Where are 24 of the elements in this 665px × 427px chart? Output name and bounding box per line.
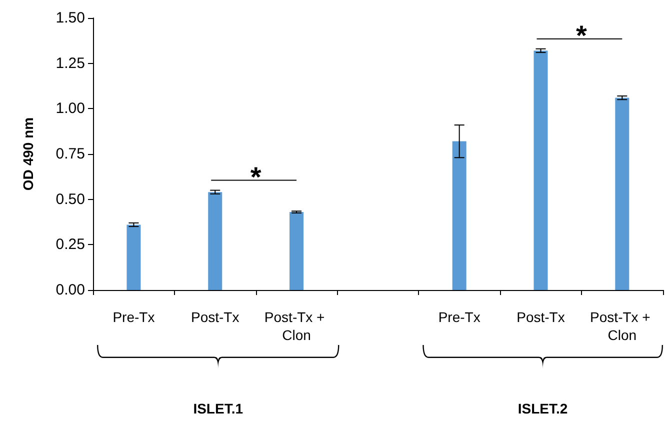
x-tick-label: Post-Tx [516,309,565,325]
text: ISLET.1 [193,400,244,417]
y-tick-label: 1.50 [56,10,85,26]
bar [534,50,548,290]
x-tick-label: Post-Tx + Clon [590,309,654,343]
bar [615,98,630,290]
x-tick-label: Post-Tx + Clon [264,309,329,343]
y-tick-label: 0.50 [56,190,85,208]
y-axis-title: OD 490 nm [20,117,36,191]
bar [290,212,304,290]
bar [452,141,466,290]
y-tick-label: 0.75 [56,146,85,162]
text: ISLET.2 [518,400,568,417]
annotation: * [576,20,587,51]
bar [126,224,141,290]
y-tick-label: 0.00 [56,282,85,298]
bar [208,192,222,290]
x-tick-label: Pre-Tx [112,309,155,325]
y-tick-label: 1.00 [56,100,85,118]
y-tick-label: 1.25 [56,54,85,72]
annotation: * [250,161,262,192]
y-tick-label: 0.25 [56,236,85,254]
x-tick-label: Pre-Tx [438,309,480,325]
x-tick-label: Post-Tx [190,309,240,325]
